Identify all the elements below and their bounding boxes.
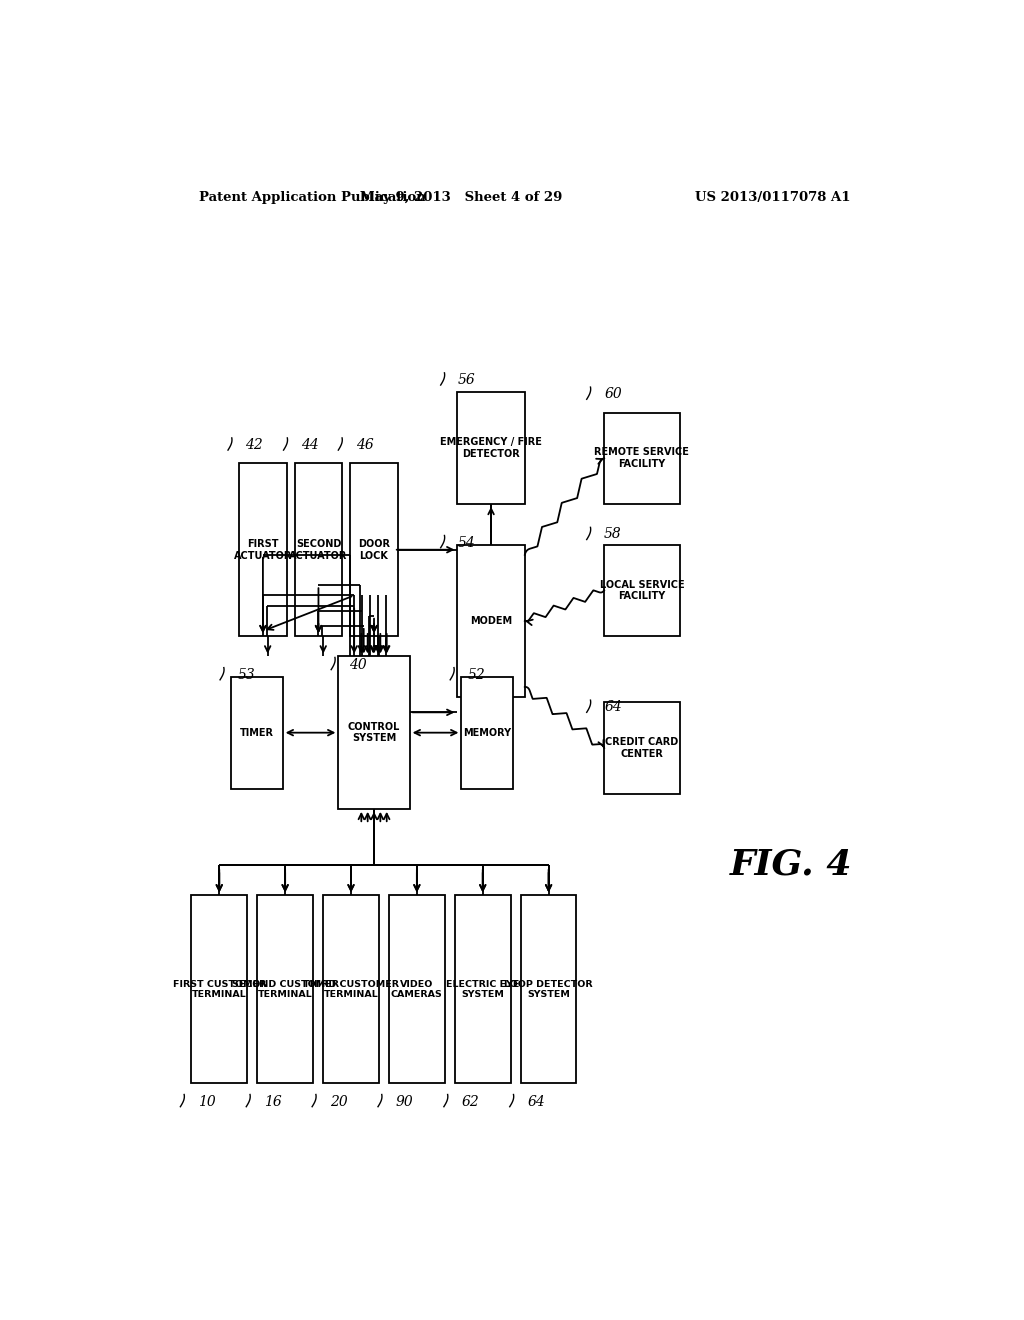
Text: ELECTRIC EYE
SYSTEM: ELECTRIC EYE SYSTEM	[446, 979, 519, 999]
Text: 16: 16	[264, 1094, 282, 1109]
Bar	[461, 677, 513, 788]
Text: 54: 54	[458, 536, 476, 549]
Bar	[295, 463, 342, 636]
Bar	[324, 895, 379, 1084]
Text: VIDEO
CAMERAS: VIDEO CAMERAS	[391, 979, 442, 999]
Text: 64: 64	[604, 700, 622, 714]
Text: LOOP DETECTOR
SYSTEM: LOOP DETECTOR SYSTEM	[504, 979, 593, 999]
Text: May 9, 2013   Sheet 4 of 29: May 9, 2013 Sheet 4 of 29	[360, 190, 562, 203]
Bar	[458, 545, 524, 697]
Text: CONTROL
SYSTEM: CONTROL SYSTEM	[348, 722, 400, 743]
Text: 44: 44	[301, 438, 318, 451]
Text: TIMER: TIMER	[240, 727, 274, 738]
Text: 40: 40	[348, 657, 367, 672]
Text: 52: 52	[468, 668, 485, 681]
Text: CREDIT CARD
CENTER: CREDIT CARD CENTER	[605, 737, 679, 759]
Text: SECOND
ACTUATOR: SECOND ACTUATOR	[289, 539, 348, 561]
Bar	[455, 895, 511, 1084]
Bar	[521, 895, 577, 1084]
Bar	[458, 392, 524, 504]
Text: MODEM: MODEM	[470, 616, 512, 626]
Text: EMERGENCY / FIRE
DETECTOR: EMERGENCY / FIRE DETECTOR	[440, 437, 542, 459]
Bar	[240, 463, 287, 636]
Text: 64: 64	[527, 1094, 545, 1109]
Text: FIG. 4: FIG. 4	[729, 847, 852, 882]
Text: 62: 62	[461, 1094, 479, 1109]
Text: DOOR
LOCK: DOOR LOCK	[358, 539, 390, 561]
Text: MEMORY: MEMORY	[463, 727, 511, 738]
Bar	[257, 895, 313, 1084]
Bar	[604, 413, 680, 504]
Text: LOCAL SERVICE
FACILITY: LOCAL SERVICE FACILITY	[599, 579, 684, 601]
Text: 60: 60	[604, 387, 622, 401]
Text: 90: 90	[395, 1094, 414, 1109]
Text: FIRST
ACTUATOR: FIRST ACTUATOR	[233, 539, 292, 561]
Text: SECOND CUSTOMER
TERMINAL: SECOND CUSTOMER TERMINAL	[231, 979, 339, 999]
Text: 10: 10	[198, 1094, 216, 1109]
Bar	[191, 895, 247, 1084]
Bar	[231, 677, 283, 788]
Text: 56: 56	[458, 374, 476, 387]
Bar	[604, 702, 680, 793]
Bar	[389, 895, 444, 1084]
Text: US 2013/0117078 A1: US 2013/0117078 A1	[694, 190, 850, 203]
Text: REMOTE SERVICE
FACILITY: REMOTE SERVICE FACILITY	[594, 447, 689, 469]
Text: THIRD CUSTOMER
TERMINAL: THIRD CUSTOMER TERMINAL	[303, 979, 399, 999]
Bar	[604, 545, 680, 636]
Text: 42: 42	[246, 438, 263, 451]
Bar	[350, 463, 397, 636]
Text: Patent Application Publication: Patent Application Publication	[200, 190, 426, 203]
Text: 53: 53	[238, 668, 255, 681]
Text: 46: 46	[355, 438, 374, 451]
Bar	[338, 656, 410, 809]
Text: FIRST CUSTOMER
TERMINAL: FIRST CUSTOMER TERMINAL	[173, 979, 266, 999]
Text: 20: 20	[330, 1094, 347, 1109]
Text: 58: 58	[604, 528, 622, 541]
